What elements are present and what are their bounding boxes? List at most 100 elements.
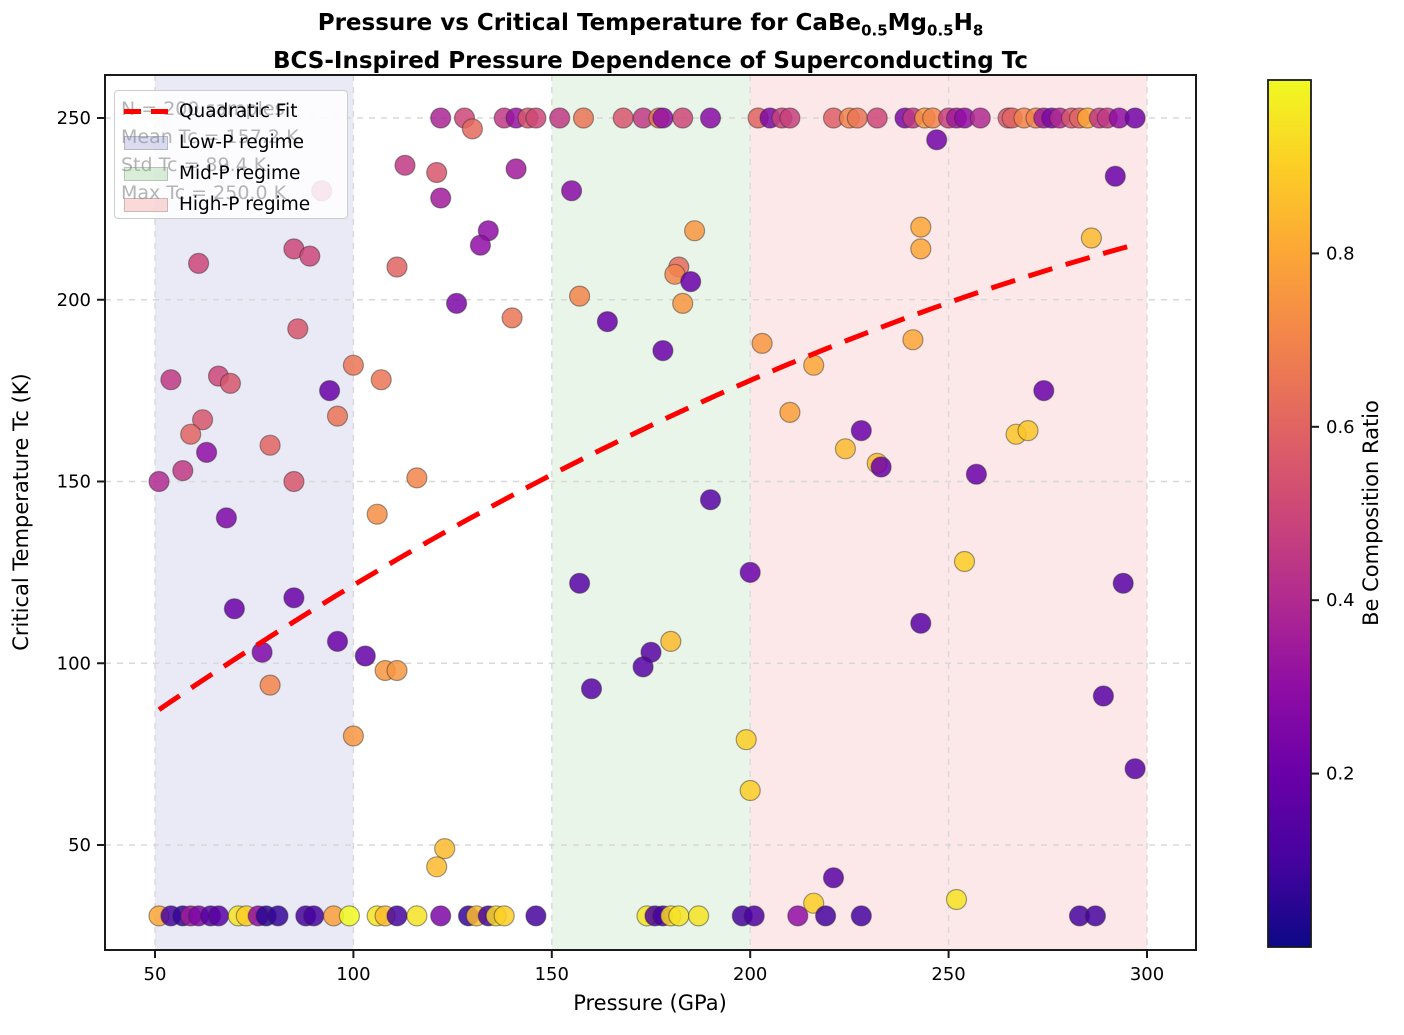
scatter-point	[386, 659, 408, 682]
scatter-point	[699, 489, 722, 511]
scatter-layer	[148, 107, 1146, 927]
scatter-point	[735, 728, 757, 751]
scatter-point	[953, 550, 976, 573]
scatter-point	[822, 867, 845, 889]
scatter-point	[739, 561, 761, 584]
scatter-point	[652, 340, 674, 362]
scatter-point	[680, 271, 702, 293]
scatter-point	[1017, 420, 1039, 442]
scatter-point	[751, 332, 773, 354]
scatter-point	[779, 401, 801, 423]
scatter-point	[192, 409, 214, 431]
scatter-point	[787, 905, 809, 927]
y-tick-label: 50	[68, 835, 91, 856]
scatter-point	[846, 107, 868, 129]
legend-line-swatch	[124, 109, 168, 114]
colorbar: 0.2 0.4 0.6 0.8	[1267, 79, 1355, 948]
scatter-point	[386, 905, 408, 927]
scatter-point	[910, 216, 932, 238]
scatter-point	[172, 460, 194, 482]
scatter-point	[406, 467, 428, 489]
scatter-point	[683, 220, 706, 242]
x-axis-label: Pressure (GPa)	[573, 991, 727, 1015]
scatter-point	[394, 154, 416, 176]
scatter-point	[338, 905, 360, 927]
gridlines-layer	[105, 75, 1196, 950]
scatter-point	[568, 572, 591, 594]
scatter-point	[180, 423, 202, 445]
scatter-point	[493, 905, 515, 927]
scatter-point	[902, 329, 924, 351]
scatter-point	[430, 905, 452, 927]
scatter-point	[434, 837, 456, 860]
legend-item-label: Quadratic Fit	[179, 101, 298, 122]
scatter-point	[834, 438, 857, 460]
scatter-point	[342, 725, 364, 747]
scatter-point	[568, 285, 591, 307]
scatter-point	[283, 470, 305, 493]
scatter-point	[1033, 380, 1055, 402]
legend-item: High-P regime	[124, 189, 310, 220]
legend-item-label: Low-P regime	[179, 132, 305, 153]
scatter-point	[303, 905, 325, 927]
regions-layer	[155, 75, 1147, 950]
scatter-point	[652, 107, 674, 129]
scatter-point	[223, 598, 245, 620]
scatter-point	[406, 905, 428, 927]
scatter-point	[596, 311, 619, 333]
scatter-point	[672, 292, 694, 314]
chart-title-line2: BCS-Inspired Pressure Dependence of Supe…	[272, 47, 1029, 74]
y-tick-label: 150	[57, 472, 91, 493]
axes-frame	[97, 74, 1197, 958]
scatter-point	[1124, 758, 1146, 780]
legend: Quadratic Fit Low-P regime Mid-P regime Hig…	[124, 96, 310, 220]
colorbar-gradient	[1267, 79, 1312, 948]
scatter-point	[525, 107, 547, 129]
scatter-point	[426, 161, 448, 184]
chart-title: Pressure vs Critical Temperature for CaB…	[105, 8, 1196, 76]
scatter-point	[945, 888, 968, 911]
legend-item: Mid-P regime	[124, 158, 310, 189]
colorbar-tick-label: 0.2	[1326, 764, 1355, 785]
scatter-point	[319, 380, 341, 402]
scatter-point	[430, 187, 452, 209]
scatter-point	[580, 678, 603, 700]
scatter-point	[814, 905, 837, 927]
scatter-point	[215, 507, 237, 529]
colorbar-tick-label: 0.8	[1326, 243, 1355, 264]
scatter-point	[446, 292, 468, 314]
scatter-point	[549, 107, 571, 129]
scatter-point	[1092, 685, 1115, 707]
scatter-point	[850, 905, 872, 927]
scatter-point	[1104, 165, 1126, 187]
scatter-point	[283, 587, 305, 609]
scatter-point	[910, 238, 932, 260]
quadratic-fit-line	[157, 242, 1136, 712]
x-tick-label: 150	[535, 964, 569, 985]
legend-patch-swatch	[124, 166, 168, 181]
chart-title-line1: Pressure vs Critical Temperature for CaB…	[317, 10, 984, 40]
scatter-point	[850, 420, 872, 442]
scatter-point	[430, 107, 452, 129]
scatter-point	[1124, 107, 1146, 129]
scatter-point	[612, 107, 634, 129]
scatter-point	[870, 456, 892, 478]
scatter-point	[219, 372, 241, 394]
y-tick-label: 250	[57, 108, 91, 129]
scatter-point	[426, 856, 448, 878]
scatter-point	[370, 369, 392, 391]
scatter-point	[366, 503, 388, 525]
legend-item: Quadratic Fit	[124, 96, 310, 127]
y-tick-label: 100	[57, 653, 91, 674]
scatter-point	[505, 158, 527, 180]
scatter-point	[743, 905, 765, 927]
x-tick-label: 300	[1130, 964, 1164, 985]
x-tick-label: 100	[336, 964, 370, 985]
scatter-point	[259, 674, 281, 696]
scatter-point	[739, 779, 761, 802]
scatter-point	[461, 118, 483, 140]
scatter-point	[560, 180, 583, 202]
scatter-point	[660, 630, 682, 653]
